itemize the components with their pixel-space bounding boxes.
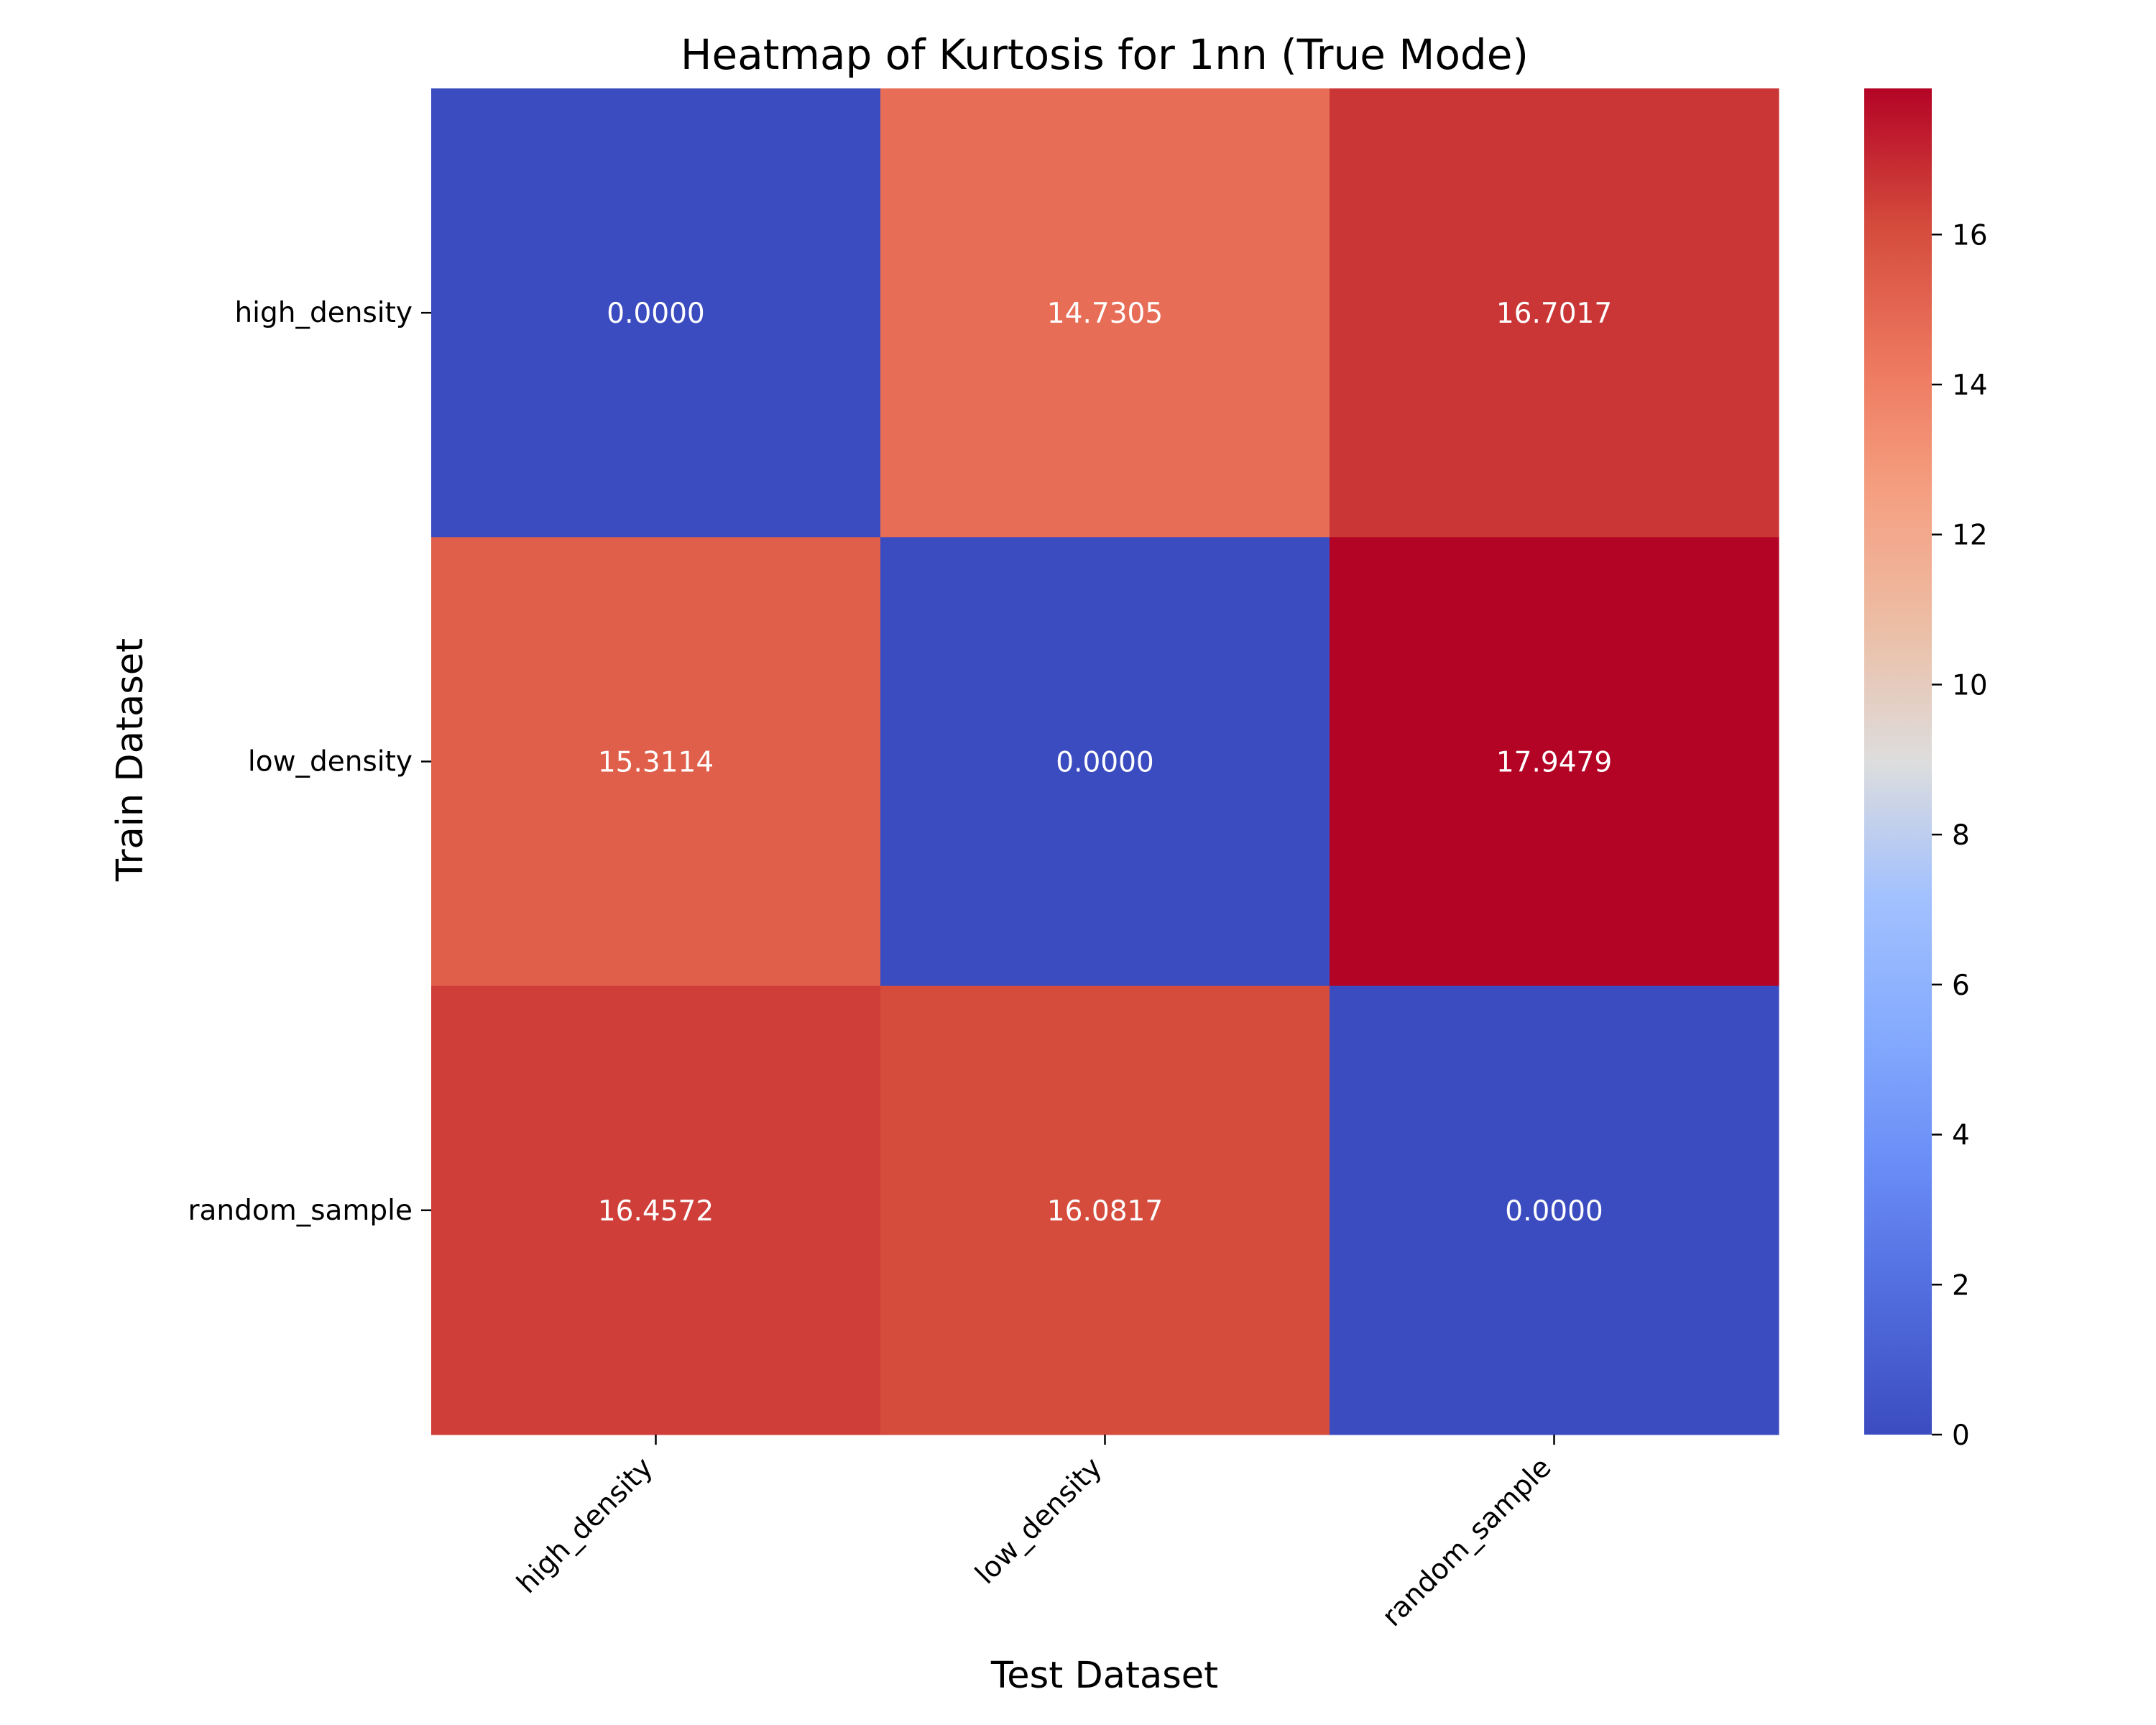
colorbar <box>1864 88 1932 1435</box>
x-axis-label: Test Dataset <box>990 1655 1218 1697</box>
cell-value-label: 15.3114 <box>598 747 714 779</box>
heatmap-cell <box>880 88 1330 538</box>
cell-value-label: 17.9479 <box>1496 747 1612 779</box>
colorbar-tick-label: 4 <box>1952 1120 1970 1152</box>
x-tick-label: high_density <box>511 1451 660 1600</box>
y-tick-label: random_sample <box>188 1195 413 1227</box>
y-tick-label: low_density <box>248 746 413 778</box>
colorbar-tick-label: 14 <box>1952 369 1988 402</box>
cell-value-label: 0.0000 <box>1056 747 1153 779</box>
colorbar-tick-label: 8 <box>1952 819 1970 852</box>
x-tick-label: low_density <box>969 1451 1109 1591</box>
chart-title: Heatmap of Kurtosis for 1nn (True Mode) <box>681 30 1529 79</box>
cell-value-label: 0.0000 <box>1505 1195 1603 1228</box>
heatmap-cell <box>431 88 881 538</box>
y-axis-ticks: high_density low_density random_sample <box>188 297 431 1227</box>
colorbar-tick-label: 16 <box>1952 219 1988 252</box>
cell-value-label: 16.7017 <box>1496 298 1612 330</box>
heatmap-cell <box>880 537 1330 987</box>
colorbar-tick-label: 12 <box>1952 520 1988 552</box>
colorbar-tick-label: 0 <box>1952 1420 1970 1452</box>
heatmap-cell <box>880 985 1330 1435</box>
cell-value-label: 16.0817 <box>1047 1195 1163 1228</box>
cell-value-label: 0.0000 <box>607 298 704 330</box>
cell-value-label: 14.7305 <box>1047 298 1163 330</box>
x-axis-ticks: high_density low_density random_sample <box>511 1435 1558 1633</box>
heatmap-cell <box>431 985 881 1435</box>
colorbar-tick-label: 10 <box>1952 669 1988 702</box>
heatmap-cell-labels: 0.0000 14.7305 16.7017 15.3114 0.0000 17.9479… <box>598 298 1612 1228</box>
colorbar-tick-label: 6 <box>1952 970 1970 1002</box>
heatmap-cell <box>431 537 881 987</box>
heatmap-cell <box>1330 88 1779 538</box>
heatmap-cells <box>431 88 1779 1435</box>
x-tick-label: random_sample <box>1376 1451 1558 1633</box>
y-tick-label: high_density <box>234 297 413 329</box>
colorbar-ticks: 0 2 4 6 8 10 12 14 16 <box>1932 219 1988 1452</box>
heatmap-cell <box>1330 985 1779 1435</box>
heatmap-cell <box>1330 537 1779 987</box>
colorbar-tick-label: 2 <box>1952 1269 1970 1302</box>
cell-value-label: 16.4572 <box>598 1195 714 1228</box>
y-axis-label: Train Dataset <box>109 638 152 882</box>
